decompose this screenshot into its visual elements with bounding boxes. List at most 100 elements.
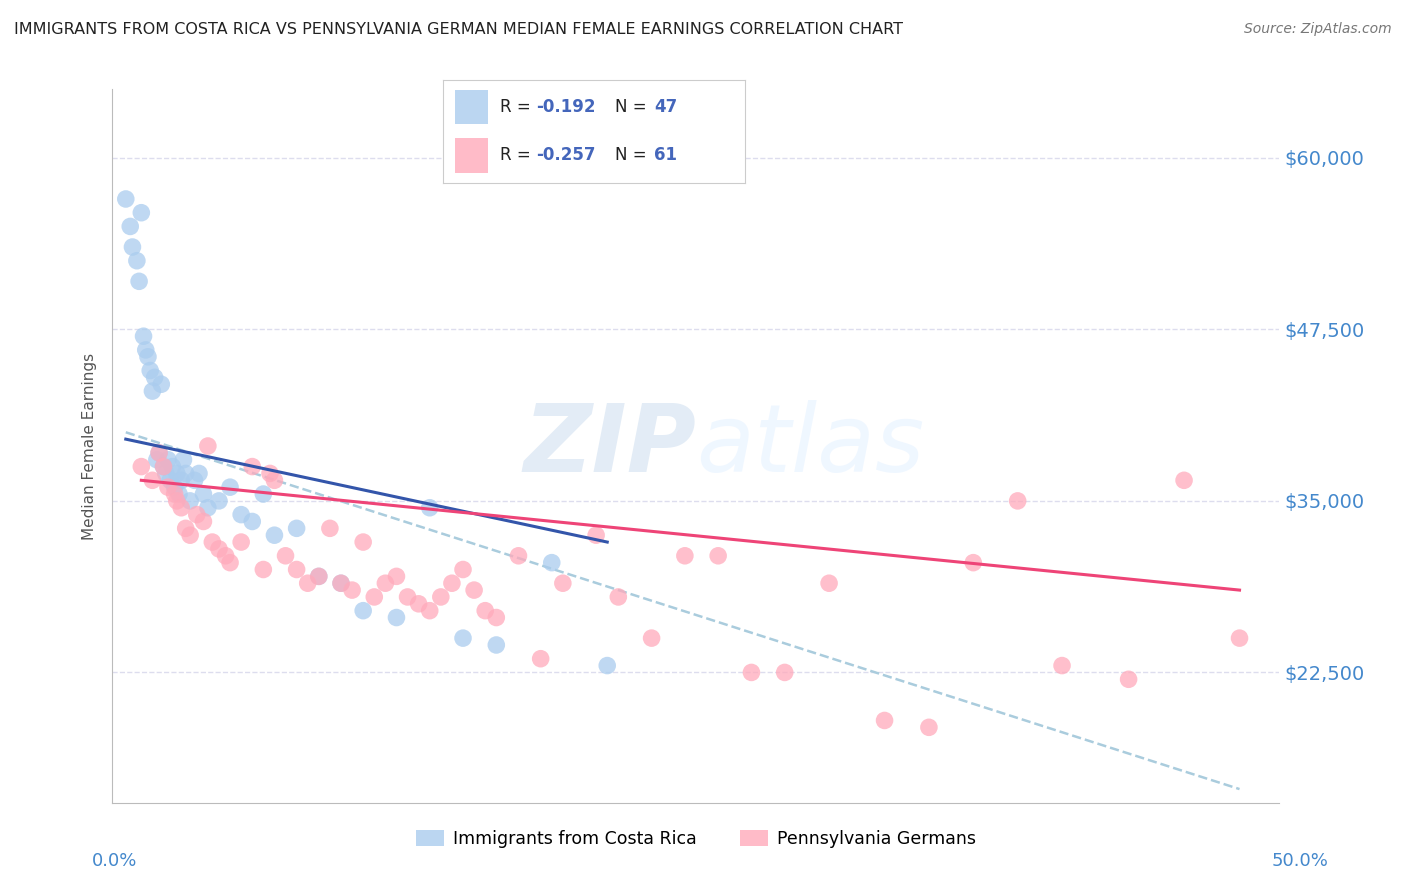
Point [172, 452, 194, 467]
Point [125, 253, 148, 268]
Point [186, 508, 208, 522]
Point [340, 583, 363, 598]
Point [673, 549, 696, 563]
Point [263, 473, 285, 487]
Point [585, 528, 607, 542]
Point [128, 274, 150, 288]
Point [139, 363, 162, 377]
Point [179, 494, 201, 508]
Point [385, 569, 408, 583]
Point [396, 590, 419, 604]
Point [170, 500, 193, 515]
Point [252, 487, 274, 501]
Point [308, 569, 330, 583]
Point [918, 720, 941, 734]
Point [385, 610, 408, 624]
Point [156, 452, 179, 467]
Point [240, 515, 263, 529]
Point [166, 494, 188, 508]
Point [167, 487, 190, 501]
Point [1229, 631, 1251, 645]
Point [197, 439, 219, 453]
Point [143, 370, 166, 384]
Point [141, 473, 163, 487]
Text: 61: 61 [655, 146, 678, 164]
Point [231, 535, 253, 549]
Point [419, 500, 441, 515]
Y-axis label: Median Female Earnings: Median Female Earnings [82, 352, 97, 540]
Point [252, 562, 274, 576]
Point [451, 562, 474, 576]
Point [330, 576, 353, 591]
Bar [456, 137, 488, 173]
Point [152, 459, 174, 474]
Point [551, 576, 574, 591]
Point [352, 535, 374, 549]
Point [179, 528, 201, 542]
Point [240, 459, 263, 474]
Text: ZIP: ZIP [523, 400, 696, 492]
Point [285, 562, 308, 576]
Point [193, 487, 215, 501]
Point [1173, 473, 1195, 487]
Point [352, 604, 374, 618]
Point [148, 446, 170, 460]
Text: 47: 47 [655, 98, 678, 116]
Point [174, 467, 197, 481]
Point [1050, 658, 1073, 673]
Point [132, 329, 155, 343]
Point [148, 446, 170, 460]
Point [163, 480, 186, 494]
Point [596, 658, 619, 673]
Point [156, 480, 179, 494]
Point [319, 521, 342, 535]
Bar [456, 89, 488, 124]
Point [131, 205, 153, 219]
Point [193, 515, 215, 529]
Point [440, 576, 463, 591]
Point [183, 473, 205, 487]
Point [530, 651, 553, 665]
Point [259, 467, 281, 481]
Point [430, 590, 453, 604]
Point [962, 556, 984, 570]
Text: IMMIGRANTS FROM COSTA RICA VS PENNSYLVANIA GERMAN MEDIAN FEMALE EARNINGS CORRELA: IMMIGRANTS FROM COSTA RICA VS PENNSYLVAN… [14, 22, 903, 37]
Point [640, 631, 662, 645]
Text: -0.192: -0.192 [537, 98, 596, 116]
Point [208, 494, 231, 508]
Point [152, 459, 174, 474]
Point [308, 569, 330, 583]
Point [330, 576, 353, 591]
Point [208, 541, 231, 556]
Point [135, 343, 157, 357]
Point [174, 521, 197, 535]
Point [740, 665, 762, 680]
Point [188, 467, 211, 481]
Point [485, 610, 508, 624]
Point [163, 487, 186, 501]
Text: N =: N = [616, 146, 652, 164]
Point [131, 459, 153, 474]
Point [419, 604, 441, 618]
Point [508, 549, 530, 563]
Point [136, 350, 159, 364]
Point [155, 467, 177, 481]
Text: N =: N = [616, 98, 652, 116]
Point [408, 597, 430, 611]
Text: R =: R = [501, 98, 536, 116]
Point [166, 467, 188, 481]
Legend: Immigrants from Costa Rica, Pennsylvania Germans: Immigrants from Costa Rica, Pennsylvania… [409, 822, 983, 855]
Text: 0.0%: 0.0% [91, 852, 136, 870]
Point [707, 549, 730, 563]
Point [219, 556, 242, 570]
Point [219, 480, 242, 494]
Point [120, 219, 142, 234]
Point [607, 590, 630, 604]
Point [141, 384, 163, 398]
Point [201, 535, 224, 549]
Point [474, 604, 496, 618]
Point [114, 192, 136, 206]
Point [773, 665, 796, 680]
Point [1007, 494, 1029, 508]
Text: R =: R = [501, 146, 536, 164]
